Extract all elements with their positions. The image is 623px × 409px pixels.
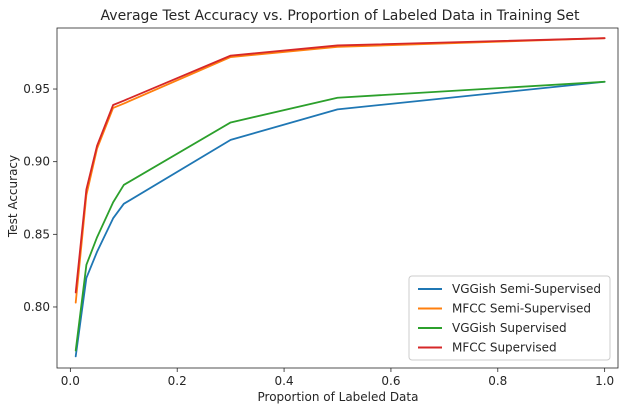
- legend-label: VGGish Supervised: [452, 321, 567, 335]
- series-line-mfcc-supervised: [74, 37, 606, 294]
- series-group: [74, 37, 606, 358]
- series-line-vggish-supervised: [74, 80, 606, 352]
- y-tick-label: 0.90: [23, 155, 50, 169]
- legend-label: MFCC Supervised: [452, 341, 557, 355]
- x-tick-label: 0.0: [61, 374, 80, 388]
- x-tick-label: 0.4: [275, 374, 294, 388]
- x-tick-label: 0.6: [381, 374, 400, 388]
- y-axis-label: Test Accuracy: [6, 155, 20, 238]
- legend-box: [408, 275, 611, 361]
- legend-items: VGGish Semi-Supervised MFCC Semi-Supervis…: [418, 282, 601, 355]
- legend: VGGish Semi-Supervised MFCC Semi-Supervis…: [408, 275, 611, 361]
- series-line-vggish-semi-supervised: [74, 80, 606, 358]
- chart-title: Average Test Accuracy vs. Proportion of …: [101, 8, 580, 24]
- plot-area-frame: [56, 27, 619, 369]
- x-tick-label: 0.8: [488, 374, 507, 388]
- series-line-mfcc-semi-supervised: [74, 37, 606, 304]
- legend-label: VGGish Semi-Supervised: [452, 282, 601, 296]
- legend-label: MFCC Semi-Supervised: [452, 302, 591, 316]
- x-axis: 0.0 0.2 0.4 0.6 0.8 1.0: [61, 368, 614, 388]
- x-tick-label: 1.0: [595, 374, 614, 388]
- y-tick-label: 0.85: [23, 227, 50, 241]
- y-axis: 0.80 0.85 0.90 0.95: [23, 82, 57, 314]
- x-tick-label: 0.2: [168, 374, 187, 388]
- y-tick-label: 0.95: [23, 82, 50, 96]
- x-axis-label: Proportion of Labeled Data: [258, 390, 419, 404]
- y-tick-label: 0.80: [23, 300, 50, 314]
